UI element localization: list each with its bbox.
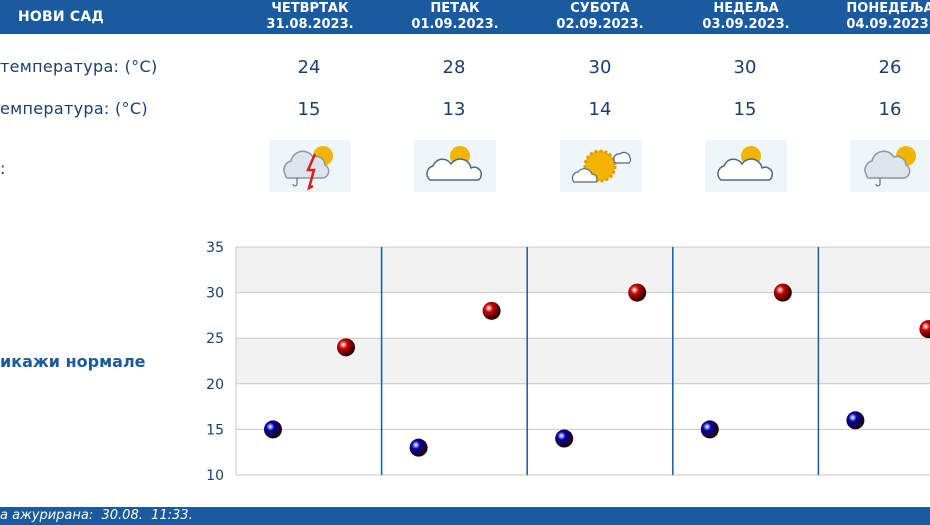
temperature-chart: 35 30 25 20 15 10 bbox=[206, 240, 930, 484]
show-normals-link[interactable]: икажи нормале bbox=[0, 352, 146, 371]
storm-cloud-sun-icon bbox=[269, 140, 351, 192]
min-temp-value: 13 bbox=[442, 99, 466, 120]
max-temp-point bbox=[628, 283, 647, 302]
city-name: НОВИ САД bbox=[18, 9, 105, 25]
day-date: 31.08.2023. bbox=[266, 17, 354, 32]
min-temp-point bbox=[846, 411, 865, 430]
day-date: 01.09.2023. bbox=[411, 17, 499, 32]
y-tick-label: 10 bbox=[206, 468, 224, 484]
last-updated: а ажурирана: 30.08. 11:33. bbox=[0, 508, 193, 523]
weather-icon-label: : bbox=[0, 159, 6, 178]
day-name: ЧЕТВРТАК bbox=[271, 1, 349, 16]
min-temp-point bbox=[555, 429, 574, 448]
day-header-3: СУБОТА 02.09.2023. bbox=[540, 1, 660, 33]
day-name: ПЕТАК bbox=[430, 1, 480, 16]
y-tick-label: 25 bbox=[206, 331, 224, 347]
day-name: СУБОТА bbox=[570, 1, 630, 16]
day-header-1: ЧЕТВРТАК 31.08.2023. bbox=[250, 1, 370, 33]
min-temp-point bbox=[264, 420, 282, 439]
min-temp-point bbox=[409, 438, 428, 457]
rain-cloud-sun-icon bbox=[850, 140, 930, 192]
y-tick-label: 15 bbox=[206, 422, 224, 438]
sun-icon bbox=[560, 140, 642, 192]
min-temp-label: емпература: (°C) bbox=[0, 99, 148, 118]
min-temp-point bbox=[700, 420, 719, 439]
day-name: ПОНЕДЕЉА bbox=[846, 1, 930, 16]
max-temp-point bbox=[337, 338, 355, 357]
updated-value: 30.08. 11:33. bbox=[101, 508, 193, 523]
y-tick-label: 30 bbox=[206, 286, 224, 302]
y-tick-label: 35 bbox=[206, 240, 224, 256]
day-header-4: НЕДЕЉА 03.09.2023. bbox=[686, 1, 806, 33]
y-tick-label: 20 bbox=[206, 377, 224, 393]
grid-band bbox=[236, 247, 930, 293]
max-temp-value: 26 bbox=[878, 57, 902, 78]
min-temp-value: 14 bbox=[588, 99, 612, 120]
max-temp-value: 24 bbox=[297, 57, 321, 78]
forecast-header: НОВИ САД ЧЕТВРТАК 31.08.2023. ПЕТАК 01.0… bbox=[0, 0, 930, 34]
max-temp-label: температура: (°C) bbox=[0, 57, 158, 76]
sun-cloud-icon bbox=[414, 140, 496, 192]
max-temp-value: 30 bbox=[588, 57, 612, 78]
sun-cloud-icon bbox=[705, 140, 787, 192]
footer-bar: а ажурирана: 30.08. 11:33. bbox=[0, 507, 930, 525]
max-temp-point bbox=[482, 301, 501, 320]
day-date: 03.09.2023. bbox=[702, 17, 790, 32]
day-header-5: ПОНЕДЕЉА 04.09.2023. bbox=[830, 1, 930, 33]
max-temp-point bbox=[773, 283, 792, 302]
max-temp-value: 28 bbox=[442, 57, 466, 78]
day-date: 02.09.2023. bbox=[556, 17, 644, 32]
updated-label: а ажурирана: bbox=[0, 508, 94, 523]
day-header-2: ПЕТАК 01.09.2023. bbox=[395, 1, 515, 33]
min-temp-value: 15 bbox=[733, 99, 757, 120]
min-temp-value: 16 bbox=[878, 99, 902, 120]
day-name: НЕДЕЉА bbox=[713, 1, 779, 16]
min-temp-value: 15 bbox=[297, 99, 321, 120]
day-date: 04.09.2023. bbox=[846, 17, 930, 32]
max-temp-point bbox=[919, 320, 930, 339]
max-temp-value: 30 bbox=[733, 57, 757, 78]
